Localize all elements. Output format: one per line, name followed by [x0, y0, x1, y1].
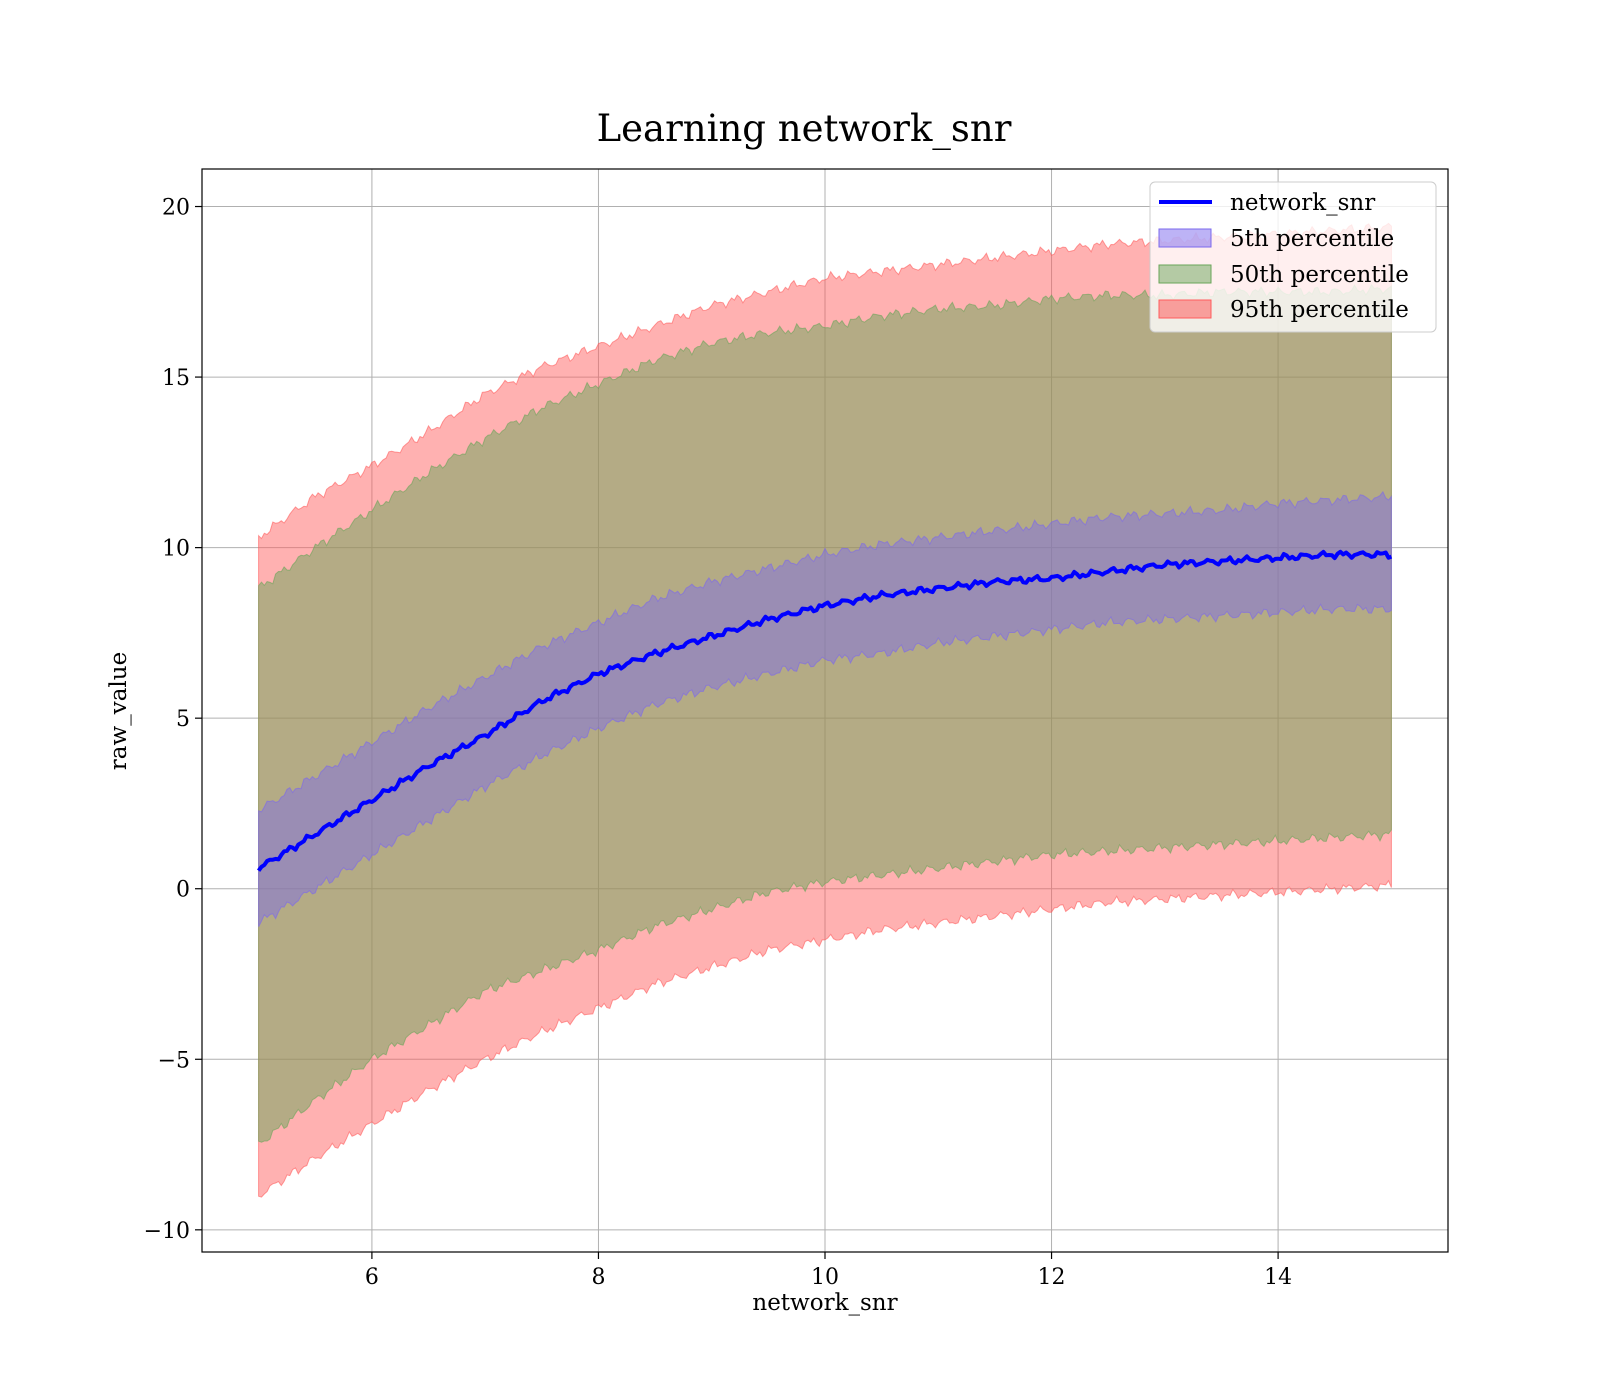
- legend: network_snr 5th percentile 50th percenti…: [1149, 181, 1437, 333]
- chart-title: Learning network_snr: [597, 107, 1012, 151]
- y-tick-label: −10: [144, 1219, 190, 1244]
- x-axis-ticks: 6 8 10 12 14: [365, 1252, 1292, 1290]
- percentile-bands: [258, 222, 1392, 1198]
- x-tick-label: 6: [365, 1265, 379, 1290]
- y-tick-label: −5: [158, 1048, 190, 1073]
- y-tick-label: 15: [162, 366, 190, 391]
- legend-swatch-50th: [1158, 264, 1212, 284]
- legend-swatch-5th: [1158, 228, 1212, 248]
- legend-box: [1149, 181, 1437, 333]
- y-tick-label: 5: [176, 707, 190, 732]
- band-5th-percentile: [258, 490, 1392, 928]
- x-tick-label: 8: [591, 1265, 605, 1290]
- legend-entry-95th: 95th percentile: [1230, 297, 1409, 323]
- band-50th-percentile: [258, 283, 1392, 1143]
- legend-entry-50th: 50th percentile: [1230, 262, 1409, 288]
- x-tick-label: 12: [1038, 1265, 1066, 1290]
- line-network-snr: [256, 549, 1393, 872]
- legend-swatch-95th: [1158, 299, 1212, 319]
- y-tick-label: 10: [162, 537, 190, 562]
- legend-entry-line: network_snr: [1230, 190, 1375, 216]
- x-tick-label: 10: [811, 1265, 839, 1290]
- line-series: [256, 549, 1393, 872]
- legend-entry-5th: 5th percentile: [1230, 226, 1394, 252]
- y-axis-label: raw_value: [106, 652, 132, 770]
- y-tick-label: 20: [162, 196, 190, 221]
- y-tick-label: 0: [176, 878, 190, 903]
- x-axis-label: network_snr: [752, 1290, 897, 1316]
- x-tick-label: 14: [1264, 1265, 1292, 1290]
- y-axis-ticks: −10 −5 0 5 10 15 20: [144, 196, 202, 1244]
